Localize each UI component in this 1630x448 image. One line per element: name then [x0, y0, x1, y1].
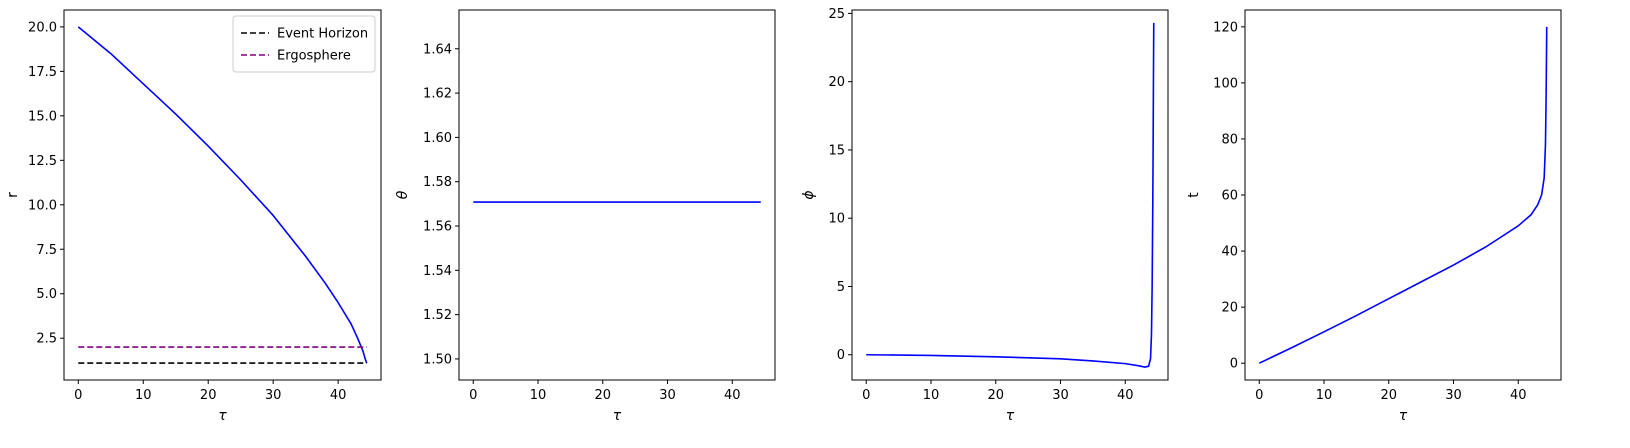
- x-tick-label: 20: [594, 388, 611, 403]
- y-tick-label: 0: [1230, 357, 1238, 372]
- y-tick-label: 17.5: [28, 65, 57, 80]
- x-tick-label: 10: [923, 388, 940, 403]
- axes-frame: [458, 9, 776, 381]
- y-tick-label: 5: [837, 280, 845, 295]
- x-tick-label: 0: [469, 388, 477, 403]
- chart-panel-2: 0 10 20 30 40 1.50 1.52 1.54 1.56 1.58 1.60 1.62 1.6…: [395, 9, 776, 424]
- y-tick-label: 25: [828, 7, 845, 22]
- plot-area: [866, 22, 1155, 368]
- x-tick-label: 40: [330, 388, 347, 403]
- y-tick-label: 100: [1213, 76, 1238, 91]
- y-tick-label: 1.58: [423, 175, 452, 190]
- legend-box: [232, 15, 376, 73]
- axes-frame: [851, 9, 1169, 381]
- y-tick-label: 20: [828, 75, 845, 90]
- chart-panel-1: 0 10 20 30 40 2.5 5.0 7.5 10.0 12.5 15.0 17.5 20.0 τ r…: [5, 9, 382, 424]
- y-tick-label: 1.52: [423, 308, 452, 323]
- y-tick-label: 1.50: [423, 352, 452, 367]
- legend: Event Horizon Ergosphere: [232, 15, 376, 73]
- x-axis-label: τ: [1399, 408, 1408, 424]
- y-tick-label: 1.54: [423, 264, 452, 279]
- y-tick-label: 2.5: [36, 332, 57, 347]
- y-tick-label: 10.0: [28, 198, 57, 213]
- x-axis-label: τ: [218, 408, 227, 424]
- y-tick-label: 7.5: [36, 243, 57, 258]
- chart-panel-4: 0 10 20 30 40 0 20 40 60 80 100 120 τ t: [1186, 9, 1562, 424]
- y-tick-label: 15: [828, 143, 845, 158]
- x-tick-label: 0: [74, 388, 82, 403]
- y-tick-label: 10: [828, 212, 845, 227]
- y-tick-label: 1.60: [423, 131, 452, 146]
- x-tick-label: 10: [530, 388, 547, 403]
- x-tick-label: 30: [1445, 388, 1462, 403]
- plot-area: [1258, 26, 1548, 364]
- trajectory-line: [77, 26, 368, 364]
- x-tick-label: 40: [1117, 388, 1134, 403]
- y-tick-label: 120: [1213, 20, 1238, 35]
- x-tick-label: 10: [1316, 388, 1333, 403]
- axes-frame: [63, 9, 382, 381]
- y-axis-label: t: [1186, 192, 1202, 198]
- legend-label-event-horizon: Event Horizon: [277, 27, 368, 42]
- x-tick-label: 30: [265, 388, 282, 403]
- chart-panel-3: 0 10 20 30 40 0 5 10 15 20 25 τ ϕ: [801, 7, 1169, 424]
- trajectory-line: [1258, 26, 1548, 364]
- y-tick-label: 20: [1221, 301, 1238, 316]
- x-tick-label: 0: [1255, 388, 1263, 403]
- x-tick-label: 20: [200, 388, 217, 403]
- y-tick-label: 15.0: [28, 109, 57, 124]
- trajectory-line: [866, 22, 1155, 368]
- y-tick-label: 80: [1221, 132, 1238, 147]
- x-tick-label: 30: [1052, 388, 1069, 403]
- y-axis-label: ϕ: [801, 190, 817, 199]
- y-tick-label: 60: [1221, 189, 1238, 204]
- x-axis-label: τ: [1006, 408, 1015, 424]
- x-tick-label: 40: [1510, 388, 1527, 403]
- y-tick-label: 40: [1221, 245, 1238, 260]
- x-tick-label: 40: [724, 388, 741, 403]
- y-tick-label: 5.0: [36, 287, 57, 302]
- x-tick-label: 10: [135, 388, 152, 403]
- y-tick-label: 0: [837, 348, 845, 363]
- x-tick-label: 20: [987, 388, 1004, 403]
- x-axis-label: τ: [613, 408, 622, 424]
- plot-area: [77, 26, 368, 364]
- y-axis-label: r: [5, 192, 21, 198]
- y-tick-label: 12.5: [28, 154, 57, 169]
- y-axis-label: θ: [395, 190, 411, 199]
- x-tick-label: 30: [659, 388, 676, 403]
- axes-frame: [1244, 9, 1562, 381]
- y-tick-label: 1.62: [423, 87, 452, 102]
- y-tick-label: 1.64: [423, 42, 452, 57]
- y-tick-label: 20.0: [28, 20, 57, 35]
- y-tick-label: 1.56: [423, 220, 452, 235]
- x-tick-label: 20: [1380, 388, 1397, 403]
- legend-label-ergosphere: Ergosphere: [277, 49, 351, 64]
- x-tick-label: 0: [862, 388, 870, 403]
